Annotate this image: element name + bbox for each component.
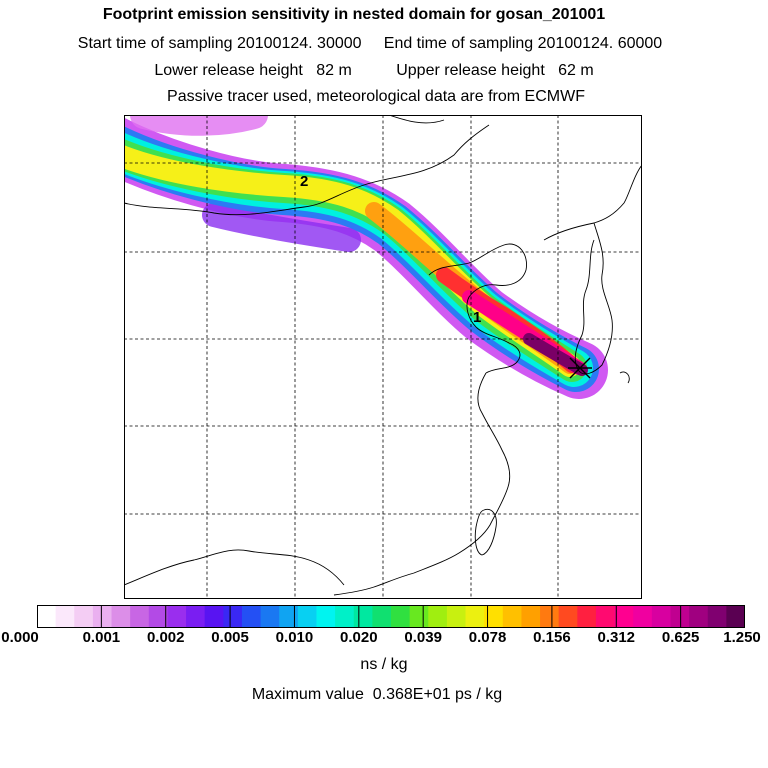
colorbar-swatch (689, 605, 709, 628)
colorbar-swatch (502, 605, 522, 628)
colorbar-swatch (465, 605, 485, 628)
footprint-plume (124, 115, 608, 399)
colorbar-swatch (130, 605, 150, 628)
colorbar-swatch (540, 605, 560, 628)
colorbar-swatch (148, 605, 168, 628)
maximum-value: Maximum value 0.368E+01 ps / kg (251, 686, 503, 703)
colorbar-tick-label: 0.005 (211, 629, 249, 646)
colorbar-swatch (651, 605, 671, 628)
sampling-times: Start time of sampling 20100124. 30000 E… (77, 35, 663, 52)
colorbar-frame (37, 605, 745, 628)
colorbar-swatch (74, 605, 94, 628)
colorbar-swatch (595, 605, 616, 628)
colorbar-swatch (633, 605, 653, 628)
trajectory-label-1: 1 (473, 309, 481, 326)
colorbar-tick-label: 0.078 (468, 629, 507, 646)
colorbar-swatch (92, 605, 113, 628)
colorbar-swatch (241, 605, 262, 628)
korea-coast (574, 222, 613, 375)
colorbar-swatch (409, 605, 429, 628)
colorbar-swatch (670, 605, 690, 628)
shandong-coast (475, 326, 521, 374)
colorbar (37, 605, 745, 628)
colorbar-swatch (372, 605, 392, 628)
colorbar-swatch (353, 605, 373, 628)
release-site-marker (568, 357, 592, 379)
colorbar-units: ns / kg (360, 656, 408, 673)
colorbar-swatch (484, 605, 504, 628)
plume-band-magenta-top (130, 115, 268, 136)
colorbar-swatch (204, 605, 224, 628)
colorbar-tick-label: 1.250 (723, 629, 761, 646)
graticule (124, 115, 642, 599)
china-east-coast (333, 372, 511, 596)
colorbar-tick-label: 0.010 (275, 629, 314, 646)
colorbar-swatch (614, 605, 634, 628)
colorbar-swatch (726, 605, 745, 628)
colorbar-swatch (167, 605, 187, 628)
colorbar-swatch (37, 605, 57, 628)
colorbar-swatch (391, 605, 411, 628)
colorbar-swatch (297, 605, 317, 628)
bohai-coast (428, 243, 527, 328)
colorbar-tick-label: 0.156 (533, 629, 571, 646)
taiwan (474, 508, 497, 556)
colorbar-tick-label: 0.002 (146, 629, 185, 646)
colorbar-swatch (186, 605, 206, 628)
colorbar-swatch (55, 605, 75, 628)
korea-border (543, 164, 642, 241)
colorbar-swatch (335, 605, 355, 628)
colorbar-tick-label: 0.312 (597, 629, 636, 646)
colorbar-tick-label: 0.000 (1, 629, 39, 646)
colorbar-tick-label: 0.001 (82, 629, 121, 646)
colorbar-swatch (577, 605, 597, 628)
colorbar-swatch (707, 605, 727, 628)
colorbar-swatch (111, 605, 131, 628)
colorbar-swatch (558, 605, 578, 628)
colorbar-tick-label: 0.020 (340, 629, 378, 646)
map-frame (124, 115, 642, 599)
colorbar-swatch (316, 605, 336, 628)
colorbar-swatch (260, 605, 280, 628)
trajectory-label-2: 2 (300, 173, 308, 190)
colorbar-swatch (446, 605, 467, 628)
plot-title: Footprint emission sensitivity in nested… (102, 6, 606, 23)
release-heights: Lower release height 82 m Upper release … (154, 62, 594, 79)
colorbar-swatch (428, 605, 448, 628)
colorbar-swatch (279, 605, 299, 628)
colorbar-tick-label: 0.039 (404, 629, 442, 646)
footprint-map: 1 2 (124, 115, 642, 599)
north-border (388, 115, 445, 124)
colorbar-swatch (521, 605, 541, 628)
mongolia-border (124, 124, 490, 216)
japan-kyushu (619, 371, 630, 384)
plume-band-purple-lobe (202, 203, 361, 252)
tracer-info: Passive tracer used, meteorological data… (167, 88, 585, 105)
colorbar-swatch (223, 605, 243, 628)
colorbar-tick-label: 0.625 (661, 629, 700, 646)
south-china-land (124, 549, 345, 586)
coastlines (124, 115, 642, 596)
